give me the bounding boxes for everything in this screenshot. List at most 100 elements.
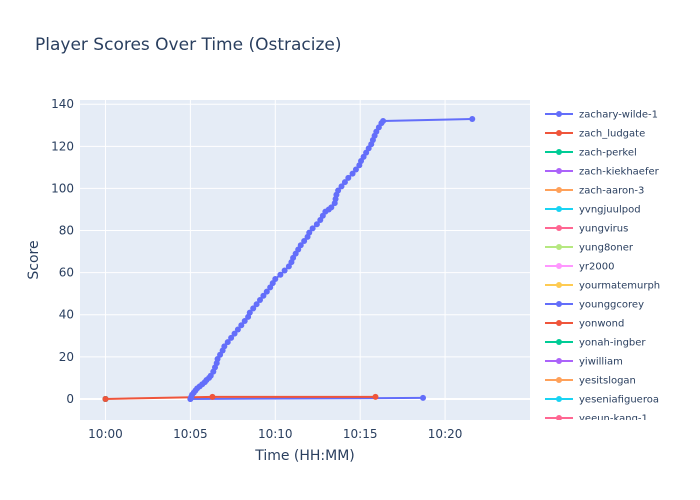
data-point [297, 242, 304, 249]
series-line [190, 396, 424, 400]
legend-label: zach-perkel [579, 148, 637, 159]
x-tick-labels: 10:00 10:05 10:10 10:15 10:20 [88, 427, 462, 441]
legend-item[interactable]: yonwond [545, 319, 624, 330]
gridlines [80, 100, 530, 420]
legend-label: yonwond [579, 319, 624, 330]
data-point [246, 309, 253, 316]
data-point [260, 292, 267, 299]
data-point [241, 318, 248, 325]
legend-item[interactable]: yeseniafigueroa [545, 395, 659, 406]
data-point [380, 118, 387, 125]
legend-marker [556, 187, 562, 193]
data-point [263, 288, 270, 295]
data-point [253, 301, 260, 308]
legend-label: yvngjuulpod [579, 205, 641, 216]
legend-marker [556, 282, 562, 288]
legend-marker [556, 206, 562, 212]
data-point [341, 179, 348, 186]
legend-item[interactable]: zach-kiekhaefer [545, 167, 660, 178]
legend-item[interactable]: yung8oner [545, 243, 634, 254]
legend-item[interactable]: yourmatemurph [545, 281, 660, 292]
data-point [469, 115, 476, 122]
x-tick-label: 10:05 [173, 427, 208, 441]
legend-label: yr2000 [579, 262, 614, 273]
x-axis-title: Time (HH:MM) [254, 448, 355, 464]
data-point [221, 343, 228, 350]
legend-marker [556, 377, 562, 383]
data-point [335, 187, 342, 194]
y-tick-label: 40 [59, 308, 74, 322]
data-point [250, 305, 257, 312]
plot-area [80, 100, 530, 420]
data-point [231, 330, 238, 337]
legend-item[interactable]: yungvirus [545, 224, 628, 235]
data-point [352, 166, 359, 173]
data-point [349, 170, 356, 177]
legend-item[interactable]: yr2000 [545, 262, 614, 273]
data-point [328, 204, 335, 211]
legend-label: yiwilliam [579, 357, 623, 368]
legend-item[interactable]: zach-aaron-3 [545, 186, 644, 197]
data-point [313, 221, 320, 228]
legend-label: yonah-ingber [579, 338, 646, 349]
legend-label: yeseniafigueroa [579, 395, 659, 406]
legend-item[interactable]: yesitslogan [545, 376, 636, 387]
y-tick-label: 120 [51, 139, 74, 153]
legend-label: yung8oner [579, 243, 634, 254]
legend-item[interactable]: younggcorey [545, 300, 644, 311]
x-tick-label: 10:15 [343, 427, 378, 441]
data-point [338, 183, 345, 190]
plot-traces [102, 115, 476, 402]
data-point [224, 339, 231, 346]
y-tick-label: 100 [51, 181, 74, 195]
legend-item[interactable]: yeeun-kang-1 [545, 414, 648, 425]
data-point [102, 395, 109, 402]
x-tick-label: 10:20 [428, 427, 463, 441]
legend-label: zach-aaron-3 [579, 186, 644, 197]
x-tick-label: 10:10 [258, 427, 293, 441]
legend-marker [556, 301, 562, 307]
data-point [277, 271, 284, 278]
x-tick-label: 10:00 [88, 427, 123, 441]
legend-marker [556, 339, 562, 345]
data-point [228, 334, 235, 341]
data-point [238, 322, 245, 329]
legend-label: yungvirus [579, 224, 628, 235]
legend-marker [556, 263, 562, 269]
legend-marker [556, 358, 562, 364]
data-point [301, 238, 308, 245]
data-point [345, 174, 352, 181]
data-point [257, 297, 263, 303]
chart-title: Player Scores Over Time (Ostracize) [35, 35, 342, 55]
data-point [372, 393, 379, 400]
legend-item[interactable]: yiwilliam [545, 357, 623, 368]
legend-label: yesitslogan [579, 376, 636, 387]
legend-label: zach-kiekhaefer [579, 167, 660, 178]
legend-marker [556, 415, 562, 420]
legend-item[interactable]: zach-perkel [545, 148, 637, 159]
legend-marker [556, 168, 562, 174]
data-point [420, 394, 427, 401]
y-tick-label: 60 [59, 266, 74, 280]
y-axis-title: Score [26, 240, 42, 279]
legend-label: yeeun-kang-1 [579, 414, 648, 425]
y-tick-labels: 0 20 40 60 80 100 120 140 [51, 97, 74, 406]
y-tick-label: 20 [59, 350, 74, 364]
legend-item[interactable]: zach_ludgate [545, 129, 645, 140]
legend-marker [556, 396, 562, 402]
legend-marker [556, 130, 562, 136]
legend-item[interactable]: zachary-wilde-1 [545, 110, 658, 121]
legend-item[interactable]: yvngjuulpod [545, 205, 641, 216]
legend-item[interactable]: yonah-ingber [545, 338, 646, 349]
legend-marker [556, 225, 562, 231]
legend-label: zach_ludgate [579, 129, 645, 140]
data-point [281, 267, 288, 274]
legend-marker [556, 111, 562, 117]
data-point [306, 229, 313, 236]
series-zach_ludgate [102, 393, 379, 402]
legend[interactable]: zachary-wilde-1 zach_ludgate zach-perkel za… [545, 110, 660, 425]
y-tick-label: 0 [66, 392, 74, 406]
legend-label: younggcorey [579, 300, 644, 311]
legend-marker [556, 149, 562, 155]
